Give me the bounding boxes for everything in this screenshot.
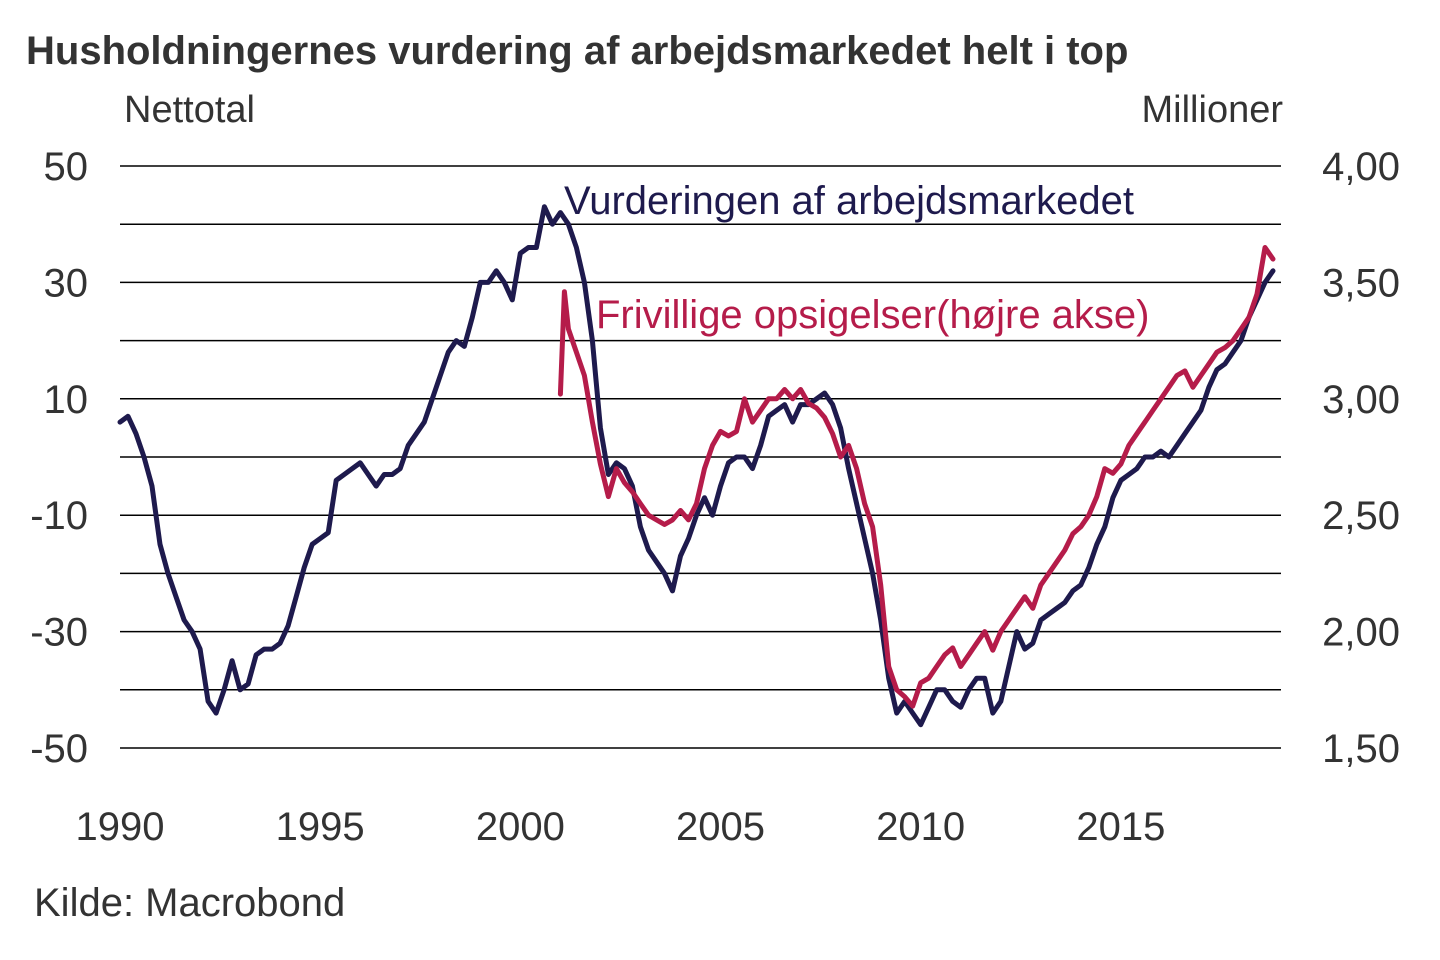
right-tick-label: 2,50: [1322, 494, 1400, 538]
x-tick-label: 1995: [276, 805, 365, 849]
right-axis-label: Millioner: [1142, 89, 1284, 131]
gridlines: [120, 165, 1281, 749]
left-tick-label: -30: [30, 611, 88, 655]
x-tick-label: 2005: [676, 805, 765, 849]
right-axis-ticks: 4,00 3,50 3,00 2,50 2,00 1,50: [1322, 145, 1400, 771]
left-tick-label: 10: [44, 378, 89, 422]
source-note: Kilde: Macrobond: [34, 881, 345, 925]
series-label-frivillige-opsigelser: Frivillige opsigelser(højre akse): [596, 293, 1150, 337]
series-line-vurderingen: [117, 204, 1276, 728]
right-tick-label: 4,00: [1322, 145, 1400, 189]
left-tick-label: 50: [44, 145, 89, 189]
x-tick-label: 2010: [876, 805, 965, 849]
right-tick-label: 3,50: [1322, 261, 1400, 305]
right-tick-label: 1,50: [1322, 727, 1400, 771]
chart-title: Husholdningernes vurdering af arbejdsmar…: [26, 29, 1128, 73]
left-tick-label: -10: [30, 494, 88, 538]
x-tick-label: 2015: [1076, 805, 1165, 849]
left-tick-label: -50: [30, 727, 88, 771]
left-tick-label: 30: [44, 261, 89, 305]
series-line-frivillige-opsigelser: [557, 245, 1276, 709]
right-tick-label: 3,00: [1322, 378, 1400, 422]
x-axis-ticks: 1990 1995 2000 2005 2010 2015: [76, 805, 1166, 849]
left-axis-label: Nettotal: [124, 89, 255, 131]
x-tick-label: 1990: [76, 805, 165, 849]
left-axis-ticks: 50 30 10 -10 -30 -50: [30, 145, 88, 771]
right-tick-label: 2,00: [1322, 611, 1400, 655]
x-tick-label: 2000: [476, 805, 565, 849]
series-label-vurderingen: Vurderingen af arbejdsmarkedet: [564, 179, 1134, 223]
